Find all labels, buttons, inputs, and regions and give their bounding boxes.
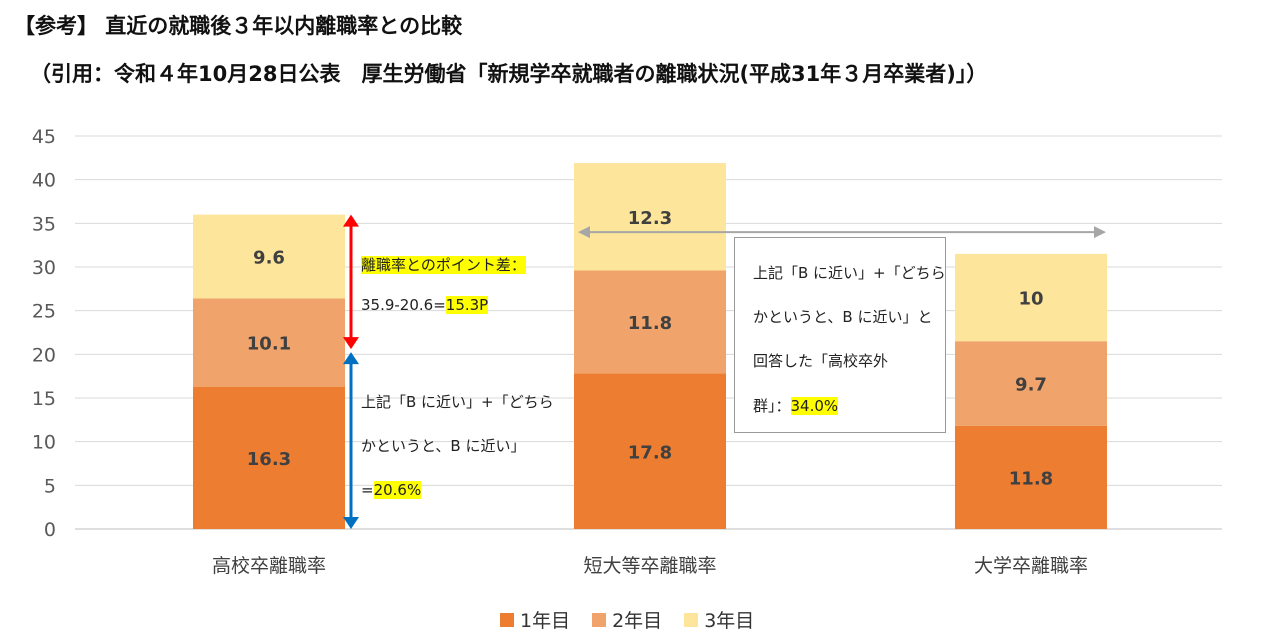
y-tick-label: 10 bbox=[32, 432, 56, 454]
data-label: 11.8 bbox=[628, 313, 672, 334]
page-subtitle: （引用：令和４年10月28日公表 厚生労働省「新規学卒就職者の離職状況(平成31… bbox=[30, 62, 988, 86]
reference-arrow-head-left bbox=[578, 226, 590, 239]
near-b-text-line3: =20.6% bbox=[361, 481, 422, 499]
x-category-label: 高校卒離職率 bbox=[212, 555, 326, 577]
legend-item-year3: 3年目 bbox=[684, 606, 754, 633]
box-value: 34.0% bbox=[790, 397, 839, 415]
near-b-text-line1: 上記「B に近い」+「どちら bbox=[361, 393, 554, 411]
legend-item-year1: 1年目 bbox=[500, 606, 570, 633]
point-difference-label: 離職率とのポイント差： bbox=[361, 256, 526, 274]
annotation-box: 上記「B に近い」+「どちら かというと、B に近い」と 回答した「高校卒外 群… bbox=[734, 237, 946, 433]
bar-segment bbox=[193, 298, 345, 387]
data-label: 17.8 bbox=[628, 442, 672, 463]
bar-segment bbox=[955, 425, 1107, 529]
data-label: 9.6 bbox=[253, 248, 285, 269]
bar-segment bbox=[574, 373, 726, 529]
y-tick-label: 25 bbox=[32, 301, 56, 323]
chart-legend: 1年目 2年目 3年目 bbox=[500, 606, 754, 633]
y-tick-label: 0 bbox=[44, 519, 56, 541]
bar-segment bbox=[574, 163, 726, 271]
y-tick-label: 20 bbox=[32, 344, 56, 366]
y-tick-label: 45 bbox=[32, 126, 56, 148]
bar-segment bbox=[955, 341, 1107, 426]
page-title: 【参考】 直近の就職後３年以内離職率との比較 bbox=[14, 14, 463, 38]
near-b-arrow-head-bottom bbox=[343, 517, 359, 529]
y-tick-label: 5 bbox=[44, 475, 56, 497]
legend-swatch-year1 bbox=[500, 612, 514, 627]
legend-item-year2: 2年目 bbox=[592, 606, 662, 633]
bar-segment bbox=[955, 253, 1107, 342]
x-category-label: 短大等卒離職率 bbox=[583, 555, 716, 577]
reference-arrow-head-right bbox=[1094, 226, 1106, 239]
data-label: 12.3 bbox=[628, 208, 672, 229]
difference-arrow-head-top bbox=[343, 214, 359, 227]
near-b-value: 20.6% bbox=[373, 481, 422, 499]
point-difference-value: 15.3P bbox=[445, 296, 489, 314]
legend-label-year3: 3年目 bbox=[704, 610, 755, 632]
point-difference-formula: 35.9-20.6=15.3P bbox=[361, 296, 489, 314]
y-tick-label: 15 bbox=[32, 388, 56, 410]
difference-arrow-head-bottom bbox=[343, 337, 359, 350]
legend-swatch-year2 bbox=[592, 612, 607, 627]
box-text-line3: 回答した「高校卒外 bbox=[753, 352, 889, 370]
bar-segment bbox=[193, 214, 345, 299]
box-text-line1: 上記「B に近い」+「どちら bbox=[753, 264, 946, 282]
data-label: 10 bbox=[1018, 289, 1043, 310]
box-text-line4: 群」：34.0% bbox=[753, 397, 839, 415]
bar-segment bbox=[574, 270, 726, 374]
data-label: 9.7 bbox=[1015, 375, 1047, 396]
y-tick-label: 40 bbox=[32, 170, 56, 192]
x-category-label: 大学卒離職率 bbox=[974, 555, 1088, 577]
box-text-line2: かというと、B に近い」と bbox=[753, 308, 933, 326]
bar-segment bbox=[193, 386, 345, 529]
y-tick-label: 35 bbox=[32, 213, 56, 235]
data-label: 16.3 bbox=[247, 449, 291, 470]
legend-label-year2: 2年目 bbox=[612, 610, 663, 632]
y-tick-label: 30 bbox=[32, 257, 56, 279]
data-label: 11.8 bbox=[1009, 468, 1053, 489]
legend-swatch-year3 bbox=[684, 612, 699, 627]
legend-label-year1: 1年目 bbox=[520, 610, 571, 632]
data-label: 10.1 bbox=[247, 334, 291, 355]
near-b-text-line2: かというと、B に近い」 bbox=[361, 437, 526, 455]
near-b-arrow-head-top bbox=[343, 352, 359, 365]
